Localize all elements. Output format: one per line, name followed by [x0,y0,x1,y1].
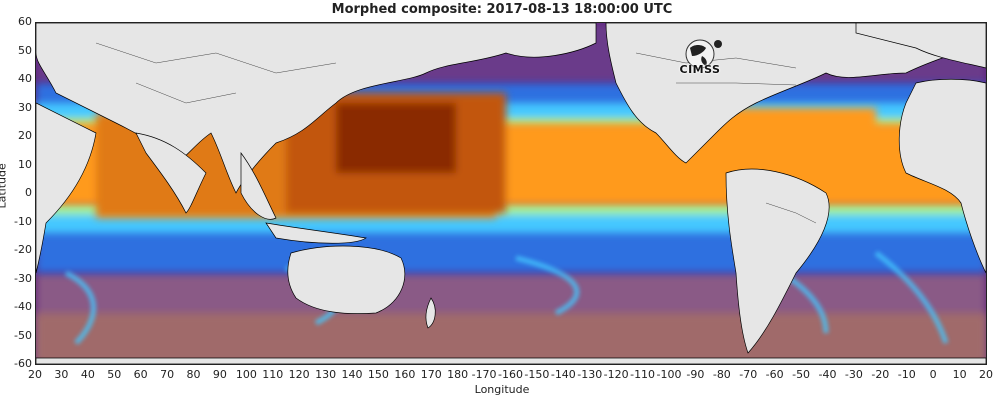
y-tick-label: 60 [18,15,32,28]
y-tick-label: 10 [18,157,32,171]
x-tick-label: -10 [897,368,916,381]
africa-landmass [36,102,97,274]
y-tick-label: 40 [18,72,32,85]
cimss-logo-icon [685,39,722,69]
y-tick-label: -50 [14,328,32,342]
indonesia-landmass [265,222,367,244]
antarctica-landmass [36,357,986,364]
y-tick-label: 20 [18,129,32,142]
x-tick-label: -30 [844,368,863,381]
x-tick-label: -170 [471,368,497,381]
new-zealand-landmass [425,297,436,329]
x-tick-label: 60 [133,368,148,381]
southeast-asia-landmass [240,151,277,220]
india-landmass [135,132,207,214]
x-tick-label: 90 [212,368,227,381]
x-tick-label: -80 [712,368,731,381]
x-tick-label: 120 [288,368,310,381]
x-tick-label: 30 [54,368,69,381]
x-tick-label: 80 [186,368,201,381]
country-borders [95,42,817,224]
x-axis-label: Longitude [474,383,530,396]
y-tick-label: 50 [18,43,32,57]
x-tick-label: -160 [498,368,523,381]
x-tick-label: -110 [630,368,656,381]
x-tick-label: 20 [979,368,993,381]
x-tick-label: -20 [871,368,890,381]
y-tick-label: -40 [14,300,32,313]
x-tick-label: 40 [80,368,95,381]
x-tick-label: 10 [952,368,967,381]
x-tick-label: -50 [792,368,811,381]
logo-text: CIMSS [679,63,721,76]
x-tick-label: -100 [656,368,682,381]
west-africa-landmass [898,78,986,274]
y-tick-label: -10 [14,214,32,228]
y-tick-label: -60 [14,357,32,370]
x-tick-label: -150 [524,368,550,381]
x-tick-label: 50 [107,368,122,381]
y-tick-label: 0 [25,186,32,199]
x-tick-label: -130 [577,368,603,381]
y-tick-label: -20 [14,243,32,256]
y-axis-label: Latitude [0,163,9,209]
south-america-landmass [725,168,830,354]
x-tick-label: -140 [550,368,576,381]
x-tick-label: 70 [160,368,175,381]
x-tick-label: -40 [818,368,837,381]
x-tick-label: 130 [315,368,337,381]
x-tick-label: 0 [929,368,937,381]
x-tick-label: -70 [739,368,758,381]
europe-landmass [855,23,986,69]
y-tick-label: 30 [18,100,32,114]
x-tick-label: 140 [341,368,363,381]
x-tick-label: 170 [420,368,442,381]
x-tick-label: -120 [603,368,629,381]
map-title: Morphed composite: 2017-08-13 18:00:00 U… [331,2,673,17]
x-tick-label: 160 [394,368,416,381]
x-tick-label: 20 [28,368,42,381]
x-tick-label: 180 [447,368,469,381]
x-tick-label: -60 [765,368,784,381]
y-tick-label: -30 [14,271,32,285]
australia-landmass [287,245,406,314]
cimss-logo: CIMSS [672,38,728,78]
x-tick-label: 100 [235,368,257,381]
x-tick-label: 150 [367,368,389,381]
x-tick-label: 110 [262,368,284,381]
x-tick-label: -90 [686,368,705,381]
tpw-map-canvas [36,23,986,364]
tpw-map [35,22,987,365]
